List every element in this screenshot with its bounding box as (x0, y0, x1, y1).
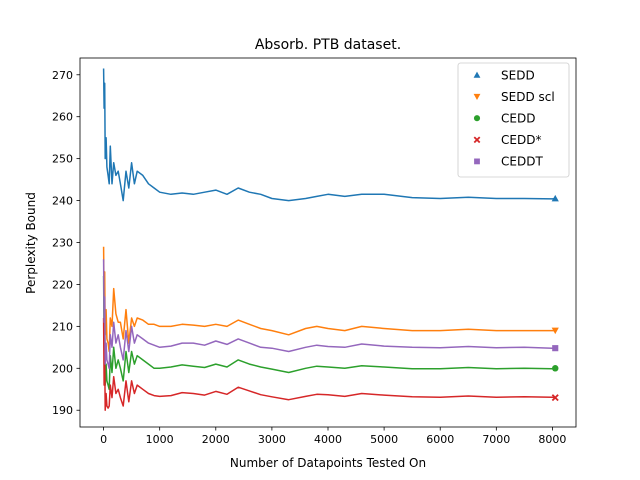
legend-marker (473, 136, 481, 144)
legend-label: SEDD (501, 68, 535, 82)
y-tick-label: 250 (52, 153, 73, 166)
legend-marker (473, 71, 481, 78)
plot-area (102, 68, 559, 411)
series-line-sedd-scl (102, 246, 556, 353)
series-line-ceddt (102, 259, 556, 370)
legend: SEDD SEDD scl CEDD CEDD* CEDDT (457, 62, 570, 178)
x-tick-label: 8000 (538, 433, 566, 446)
y-tick-label: 210 (52, 320, 73, 333)
axes: 0 1000 2000 3000 4000 5000 6000 7000 8000 190 200 2… (52, 57, 577, 446)
legend-label: SEDD scl (501, 90, 555, 104)
y-tick-label: 230 (52, 237, 73, 250)
legend-marker (474, 158, 480, 165)
x-tick-label: 1000 (146, 433, 174, 446)
series-end-marker-cedd-star (551, 394, 559, 402)
x-axis-label: Number of Datapoints Tested On (230, 456, 426, 470)
x-tick-label: 3000 (258, 433, 286, 446)
series-end-marker-sedd-scl (551, 327, 559, 335)
series-line-sedd (102, 68, 556, 202)
legend-label: CEDD* (501, 133, 541, 147)
series-end-marker-sedd (551, 194, 559, 202)
chart-title: Absorb. PTB dataset. (255, 37, 401, 53)
legend-marker (473, 115, 481, 122)
x-tick-label: 7000 (482, 433, 510, 446)
x-tick-label: 2000 (202, 433, 230, 446)
x-tick-label: 4000 (314, 433, 342, 446)
x-tick-label: 0 (100, 433, 107, 446)
legend-label: CEDDT (501, 155, 543, 169)
y-tick-label: 220 (52, 278, 73, 291)
series-end-marker-cedd (551, 365, 559, 372)
series-end-marker-ceddt (552, 345, 559, 352)
legend-box (457, 62, 570, 178)
y-tick-label: 190 (52, 404, 73, 417)
legend-label: CEDD (501, 112, 535, 126)
legend-marker (473, 93, 481, 100)
y-axis-label: Perplexity Bound (24, 192, 38, 294)
x-tick-label: 5000 (370, 433, 398, 446)
y-tick-label: 260 (52, 111, 73, 124)
y-tick-label: 270 (52, 69, 73, 82)
series-line-cedd-star (102, 317, 556, 411)
y-tick-label: 240 (52, 195, 73, 208)
y-tick-label: 200 (52, 362, 73, 375)
x-tick-label: 6000 (426, 433, 454, 446)
